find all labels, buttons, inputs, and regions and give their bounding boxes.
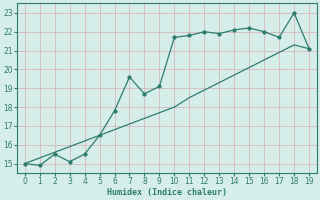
X-axis label: Humidex (Indice chaleur): Humidex (Indice chaleur)	[107, 188, 227, 197]
